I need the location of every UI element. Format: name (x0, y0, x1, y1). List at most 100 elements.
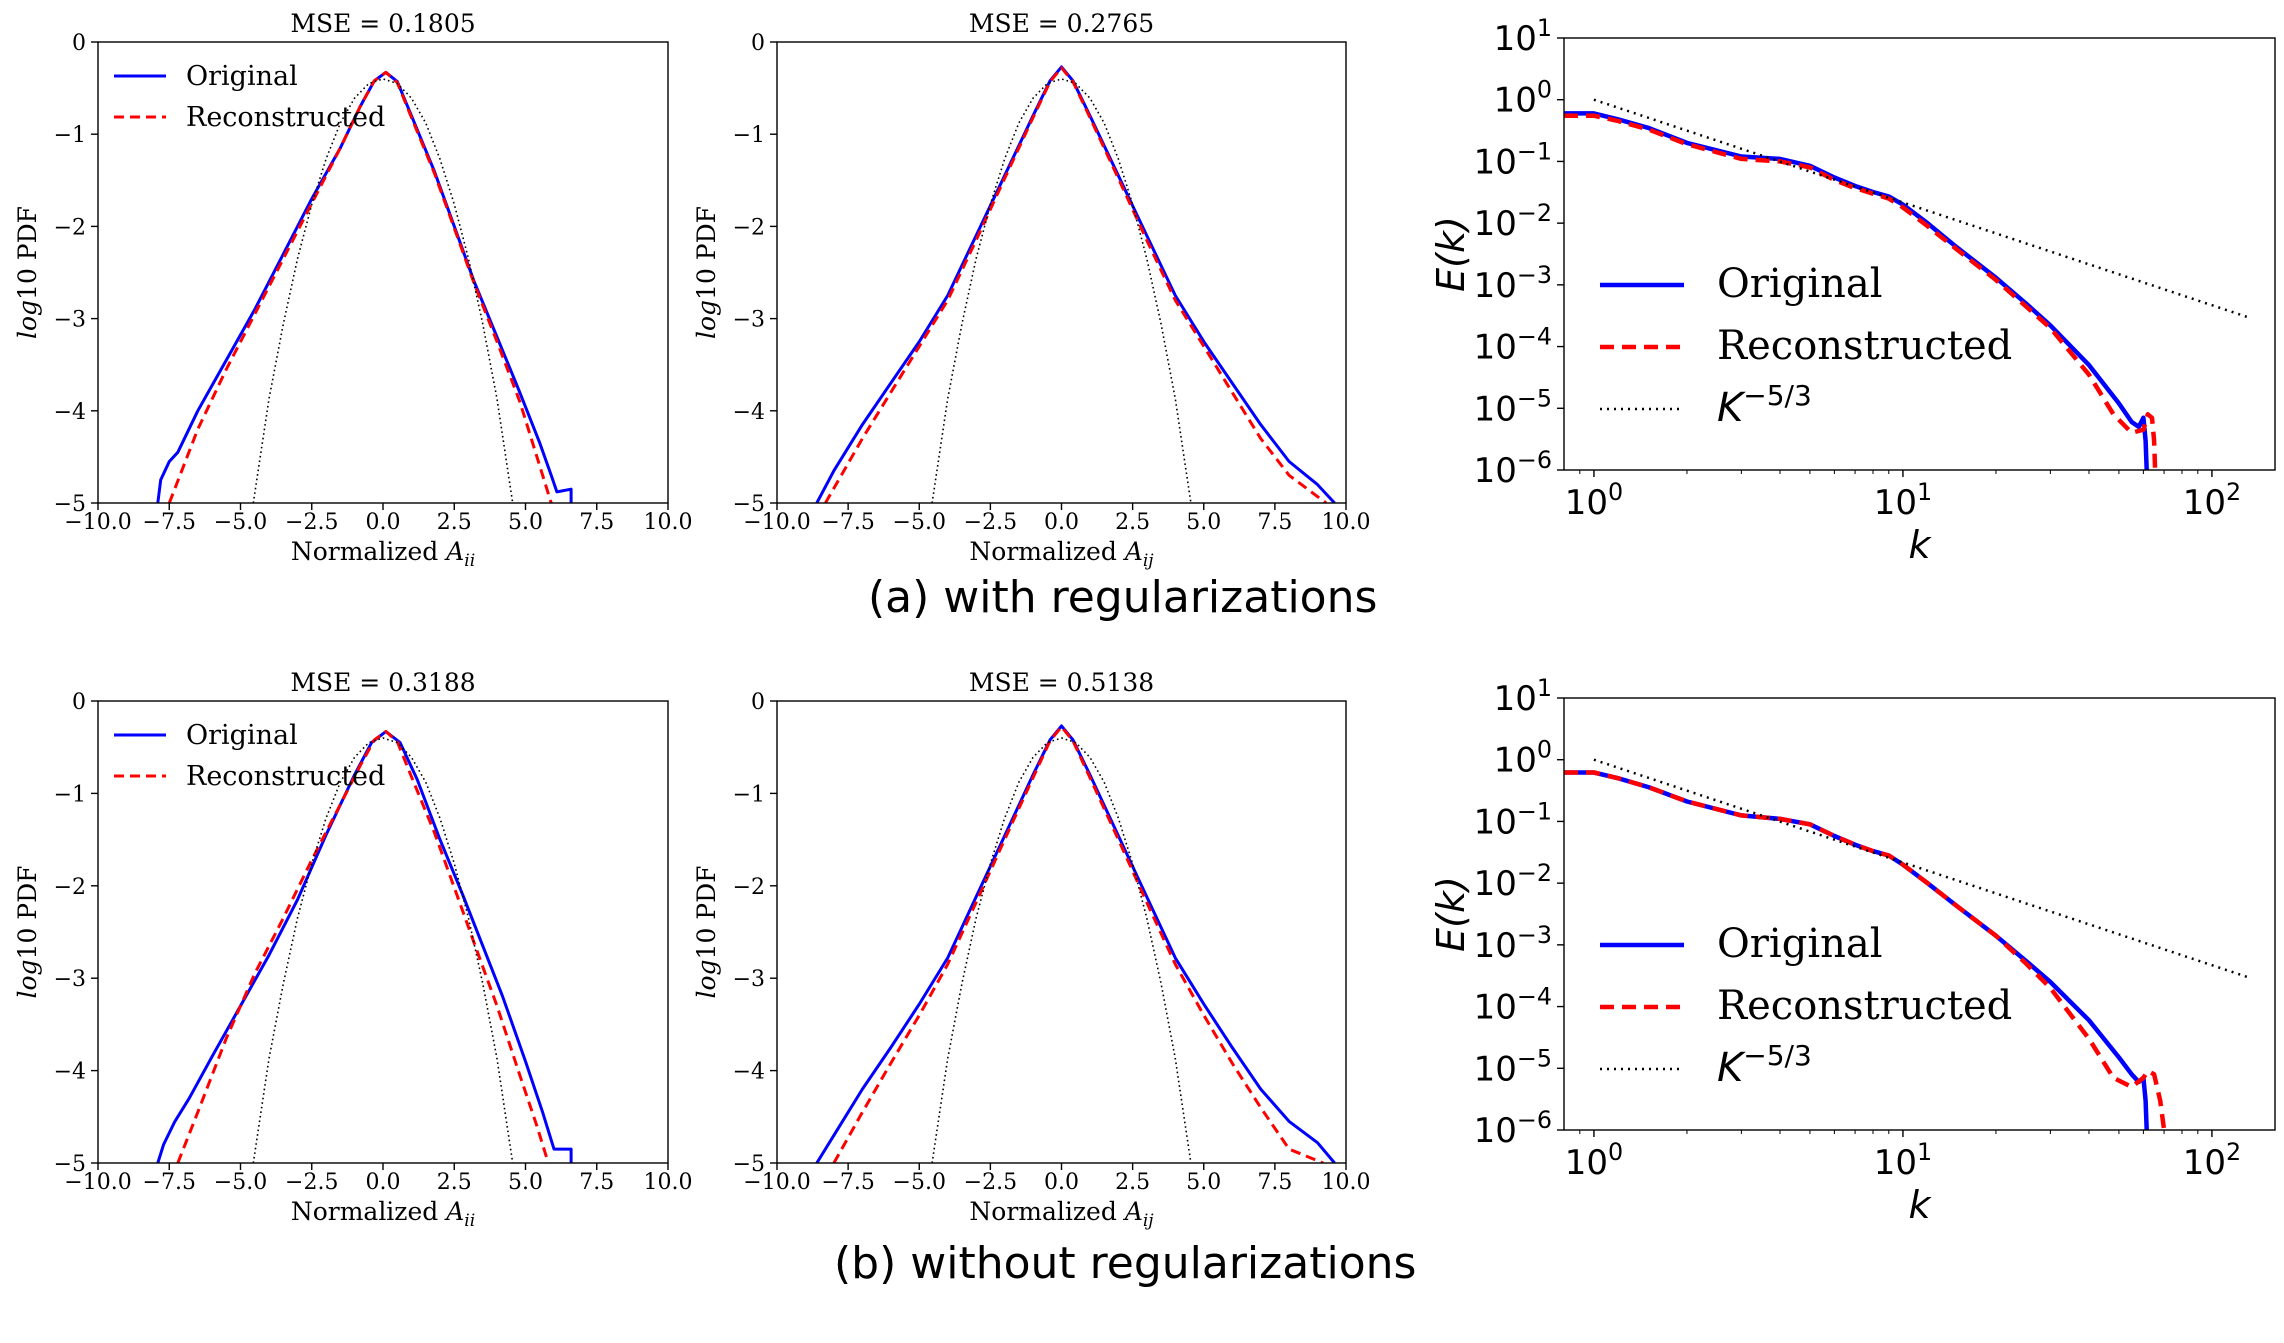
ytick-label-spec_a-1: 10−5 (1474, 384, 1552, 429)
axes-frame-pdf_a2 (776, 41, 1347, 504)
y-axis-label-pdf_b2: log10 PDF (692, 865, 721, 998)
y-axis-label-pdf_a1: log10 PDF (13, 206, 42, 339)
xtick-label-spec_b-0: 100 (1565, 1138, 1623, 1183)
xtick-label-pdf_b2-3: −2.5 (964, 1170, 1017, 1195)
ytick-label-pdf_b2-3: −3 (733, 967, 765, 992)
xtick-label-pdf_a1-4: 0.0 (366, 510, 401, 535)
legend-label-pdf_a1-0: Original (186, 61, 298, 92)
series-spec_a-0 (1564, 111, 2149, 470)
legend-label-spec_a-2: K−5/3 (1717, 379, 1812, 431)
x-axis-label-pdf_a2: Normalized Aij (969, 537, 1154, 571)
ytick-label-pdf_b1-3: −3 (54, 967, 86, 992)
series-spec_b-2 (1593, 758, 2248, 979)
xtick-label-pdf_a2-4: 0.0 (1044, 510, 1079, 535)
series-pdf_a2-2 (931, 78, 1192, 503)
xtick-label-pdf_b1-0: −10.0 (64, 1170, 131, 1195)
y-axis-label-spec_b: E(k) (1429, 876, 1473, 952)
ytick-label-spec_a-7: 101 (1494, 14, 1552, 59)
legend-label-spec_b-1: Reconstructed (1717, 983, 2012, 1029)
legend-spec_a: Original Reconstructed K−5/3 (1600, 261, 2012, 431)
caption-a: (a) with regularizations (868, 572, 1378, 623)
ytick-label-pdf_b1-5: −5 (54, 1152, 86, 1177)
series-spec_b-1 (1564, 770, 2167, 1130)
xtick-label-pdf_b2-7: 7.5 (1257, 1170, 1292, 1195)
x-axis-label-pdf_a1: Normalized Aii (291, 537, 475, 571)
ytick-label-pdf_b1-1: −1 (54, 782, 86, 807)
legend-label-spec_a-0: Original (1717, 261, 1883, 307)
xtick-label-pdf_a2-2: −5.0 (893, 510, 946, 535)
xtick-label-pdf_b1-2: −5.0 (214, 1170, 267, 1195)
xtick-label-pdf_a1-3: −2.5 (285, 510, 338, 535)
xtick-label-pdf_a1-8: 10.0 (644, 510, 693, 535)
xtick-label-pdf_b1-5: 2.5 (437, 1170, 472, 1195)
ytick-label-spec_a-4: 10−2 (1474, 199, 1552, 244)
series-pdf_a2-0 (815, 65, 1336, 503)
xtick-label-pdf_b1-3: −2.5 (285, 1170, 338, 1195)
xtick-label-pdf_b1-1: −7.5 (143, 1170, 196, 1195)
xtick-label-pdf_a1-2: −5.0 (214, 510, 267, 535)
chart-spec_b: 100 101 10210−610−510−410−310−210−1100101k… (1429, 674, 2276, 1227)
ytick-label-spec_a-0: 10−6 (1474, 446, 1552, 491)
xtick-label-spec_b-1: 101 (1874, 1138, 1932, 1183)
legend-label-pdf_b1-0: Original (186, 720, 298, 751)
series-spec_a-2 (1593, 98, 2248, 319)
series-pdf_b1-2 (252, 737, 514, 1163)
legend-pdf_b1: Original Reconstructed (114, 720, 385, 792)
ytick-label-spec_b-7: 101 (1494, 674, 1552, 719)
ytick-label-pdf_a2-5: −5 (733, 492, 765, 517)
ytick-label-spec_a-6: 100 (1494, 76, 1552, 121)
chart-title-pdf_b2: MSE = 0.5138 (969, 668, 1154, 697)
y-axis-label-pdf_a2: log10 PDF (692, 206, 721, 339)
ytick-label-spec_a-3: 10−3 (1474, 261, 1552, 306)
xtick-label-pdf_a1-1: −7.5 (143, 510, 196, 535)
xtick-label-pdf_a2-6: 5.0 (1186, 510, 1221, 535)
ytick-label-pdf_b2-1: −1 (733, 782, 765, 807)
x-axis-label-pdf_b1: Normalized Aii (291, 1197, 475, 1231)
chart-title-pdf_a2: MSE = 0.2765 (969, 9, 1154, 38)
series-pdf_b2-2 (931, 737, 1192, 1163)
x-axis-label-spec_b: k (1908, 1183, 1932, 1227)
ytick-label-pdf_a2-0: 0 (751, 31, 765, 56)
xtick-label-spec_a-2: 102 (2183, 478, 2241, 523)
series-pdf_b1-1 (176, 730, 550, 1163)
ytick-label-pdf_a2-4: −4 (733, 400, 765, 425)
series-pdf_a1-2 (252, 78, 514, 503)
xtick-label-pdf_b2-8: 10.0 (1322, 1170, 1371, 1195)
chart-title-pdf_b1: MSE = 0.3188 (290, 668, 475, 697)
legend-label-pdf_b1-1: Reconstructed (186, 761, 385, 792)
series-pdf_a1-1 (167, 70, 553, 503)
chart-pdf_b1: −10.0 −7.5 −5.0 −2.5 0.0 2.5 5.0 7.5 10.0 0 −1 −2 −3… (13, 668, 692, 1231)
plot-area-pdf_a2 (815, 65, 1336, 503)
ytick-label-pdf_b2-0: 0 (751, 690, 765, 715)
plot-area-pdf_b1 (156, 730, 573, 1163)
chart-title-pdf_a1: MSE = 0.1805 (290, 9, 475, 38)
ytick-label-pdf_a1-4: −4 (54, 400, 86, 425)
series-pdf_b1-0 (156, 730, 573, 1163)
ytick-label-pdf_a1-3: −3 (54, 308, 86, 333)
ytick-label-spec_b-6: 100 (1494, 736, 1552, 781)
y-axis-label-spec_a: E(k) (1429, 216, 1473, 292)
series-pdf_b2-0 (815, 724, 1336, 1163)
legend-label-pdf_a1-1: Reconstructed (186, 102, 385, 133)
ytick-label-pdf_b1-4: −4 (54, 1060, 86, 1085)
series-spec_a-1 (1564, 113, 2158, 470)
caption-b: (b) without regularizations (834, 1238, 1417, 1289)
xtick-label-pdf_a1-5: 2.5 (437, 510, 472, 535)
ytick-label-spec_a-5: 10−1 (1474, 137, 1552, 182)
ytick-label-pdf_a2-3: −3 (733, 308, 765, 333)
ytick-label-pdf_a2-2: −2 (733, 215, 765, 240)
y-axis-label-pdf_b1: log10 PDF (13, 865, 42, 998)
xtick-label-pdf_b1-4: 0.0 (366, 1170, 401, 1195)
ytick-label-pdf_a1-5: −5 (54, 492, 86, 517)
legend-spec_b: Original Reconstructed K−5/3 (1600, 921, 2012, 1091)
xtick-label-pdf_a2-7: 7.5 (1257, 510, 1292, 535)
axes-frame-spec_b (1563, 697, 2276, 1131)
xtick-label-pdf_a2-3: −2.5 (964, 510, 1017, 535)
xtick-label-pdf_b1-7: 7.5 (579, 1170, 614, 1195)
xtick-label-pdf_a2-8: 10.0 (1322, 510, 1371, 535)
xtick-label-pdf_b2-6: 5.0 (1186, 1170, 1221, 1195)
ytick-label-pdf_a1-0: 0 (72, 31, 86, 56)
ytick-label-pdf_a2-1: −1 (733, 123, 765, 148)
ytick-label-spec_b-2: 10−4 (1474, 983, 1552, 1028)
chart-pdf_a1: −10.0 −7.5 −5.0 −2.5 0.0 2.5 5.0 7.5 10.0 0 −1 −2 −3… (13, 9, 692, 571)
